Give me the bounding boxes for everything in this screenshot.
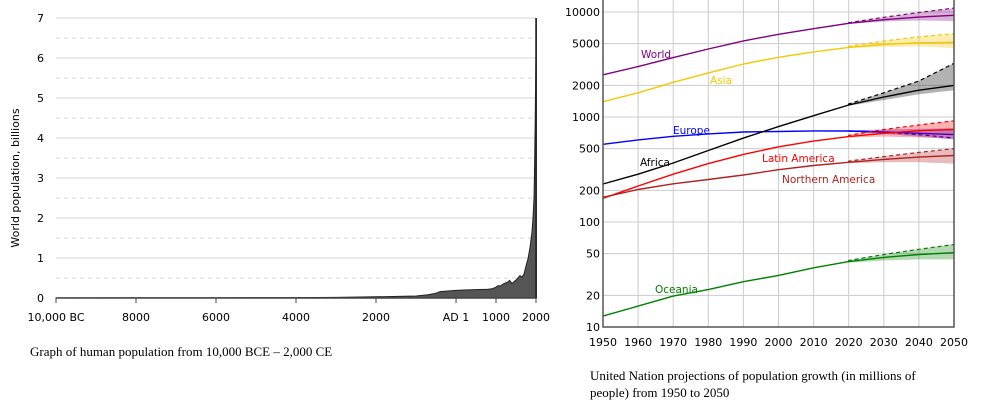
x-tick-label: 6000 <box>202 311 230 324</box>
series-label: Oceania <box>655 284 698 296</box>
series-label: Africa <box>640 157 670 169</box>
projection-dashed-oceania <box>848 243 955 262</box>
y-tick-label: 4 <box>37 132 44 145</box>
x-tick-label: 10,000 BC <box>27 311 84 324</box>
series-line-oceania <box>602 252 955 317</box>
y-tick-label: 5 <box>37 92 44 105</box>
projection-band-africa <box>848 63 954 106</box>
y-tick-label: 500 <box>579 143 600 156</box>
y-tick-label: 0 <box>37 292 44 305</box>
x-tick-label: 1980 <box>694 336 722 349</box>
x-tick-label: 4000 <box>282 311 310 324</box>
series-label: Asia <box>710 75 732 87</box>
x-tick-label: 1970 <box>659 336 687 349</box>
series-label: Europe <box>673 125 710 137</box>
y-tick-label: 10 <box>586 321 600 334</box>
x-tick-label: 2030 <box>870 336 898 349</box>
projection-dashed-northern-america <box>848 148 955 163</box>
x-tick-label: 1950 <box>589 336 617 349</box>
x-tick-label: 1990 <box>729 336 757 349</box>
x-tick-label: AD 1 <box>443 311 470 324</box>
y-axis-label: World population, billions <box>9 108 22 247</box>
y-tick-label: 7 <box>37 12 44 25</box>
x-tick-label: 2020 <box>835 336 863 349</box>
y-tick-label: 20 <box>586 289 600 302</box>
y-tick-label: 1000 <box>572 111 600 124</box>
x-tick-label: 1960 <box>624 336 652 349</box>
y-tick-label: 5000 <box>572 38 600 51</box>
world-population-history-chart: 0 1 2 3 4 5 6 7 10,000 BC 8000 6000 4000 2000 AD 1 100… <box>9 12 550 324</box>
y-tick-label: 10000 <box>565 6 600 19</box>
x-tick-label: 8000 <box>122 311 150 324</box>
series-line-asia <box>602 41 955 103</box>
x-tick-label: 2000 <box>362 311 390 324</box>
un-projections-chart: 1950 1960 1970 1980 1990 2000 2010 2020 2030 2040… <box>565 0 968 349</box>
y-tick-label: 50 <box>586 248 600 261</box>
y-tick-label: 2000 <box>572 79 600 92</box>
series-line-latin-america <box>602 128 955 199</box>
left-chart-caption: Graph of human population from 10,000 BC… <box>30 344 333 359</box>
x-tick-label: 1000 <box>482 311 510 324</box>
y-tick-label: 6 <box>37 52 44 65</box>
y-tick-label: 1 <box>37 252 44 265</box>
y-tick-label: 200 <box>579 184 600 197</box>
series-line-africa <box>602 84 955 185</box>
series-label: World <box>641 49 671 61</box>
series-line-world <box>602 14 955 76</box>
x-tick-label: 2040 <box>905 336 933 349</box>
plot-frame <box>602 0 955 328</box>
right-chart-caption: United Nation projections of population … <box>590 368 916 400</box>
y-tick-label: 100 <box>579 216 600 229</box>
y-tick-label: 2 <box>37 212 44 225</box>
y-tick-label: 3 <box>37 172 44 185</box>
x-tick-label: 2000 <box>522 311 550 324</box>
series-label: Latin America <box>762 153 835 165</box>
x-tick-label: 2010 <box>800 336 828 349</box>
series-label: Northern America <box>782 174 875 186</box>
x-tick-label: 2050 <box>940 336 968 349</box>
series-line-northern-america <box>602 154 955 198</box>
projection-dashed-latin-america <box>848 120 955 137</box>
population-area <box>55 17 537 299</box>
x-tick-label: 2000 <box>765 336 793 349</box>
